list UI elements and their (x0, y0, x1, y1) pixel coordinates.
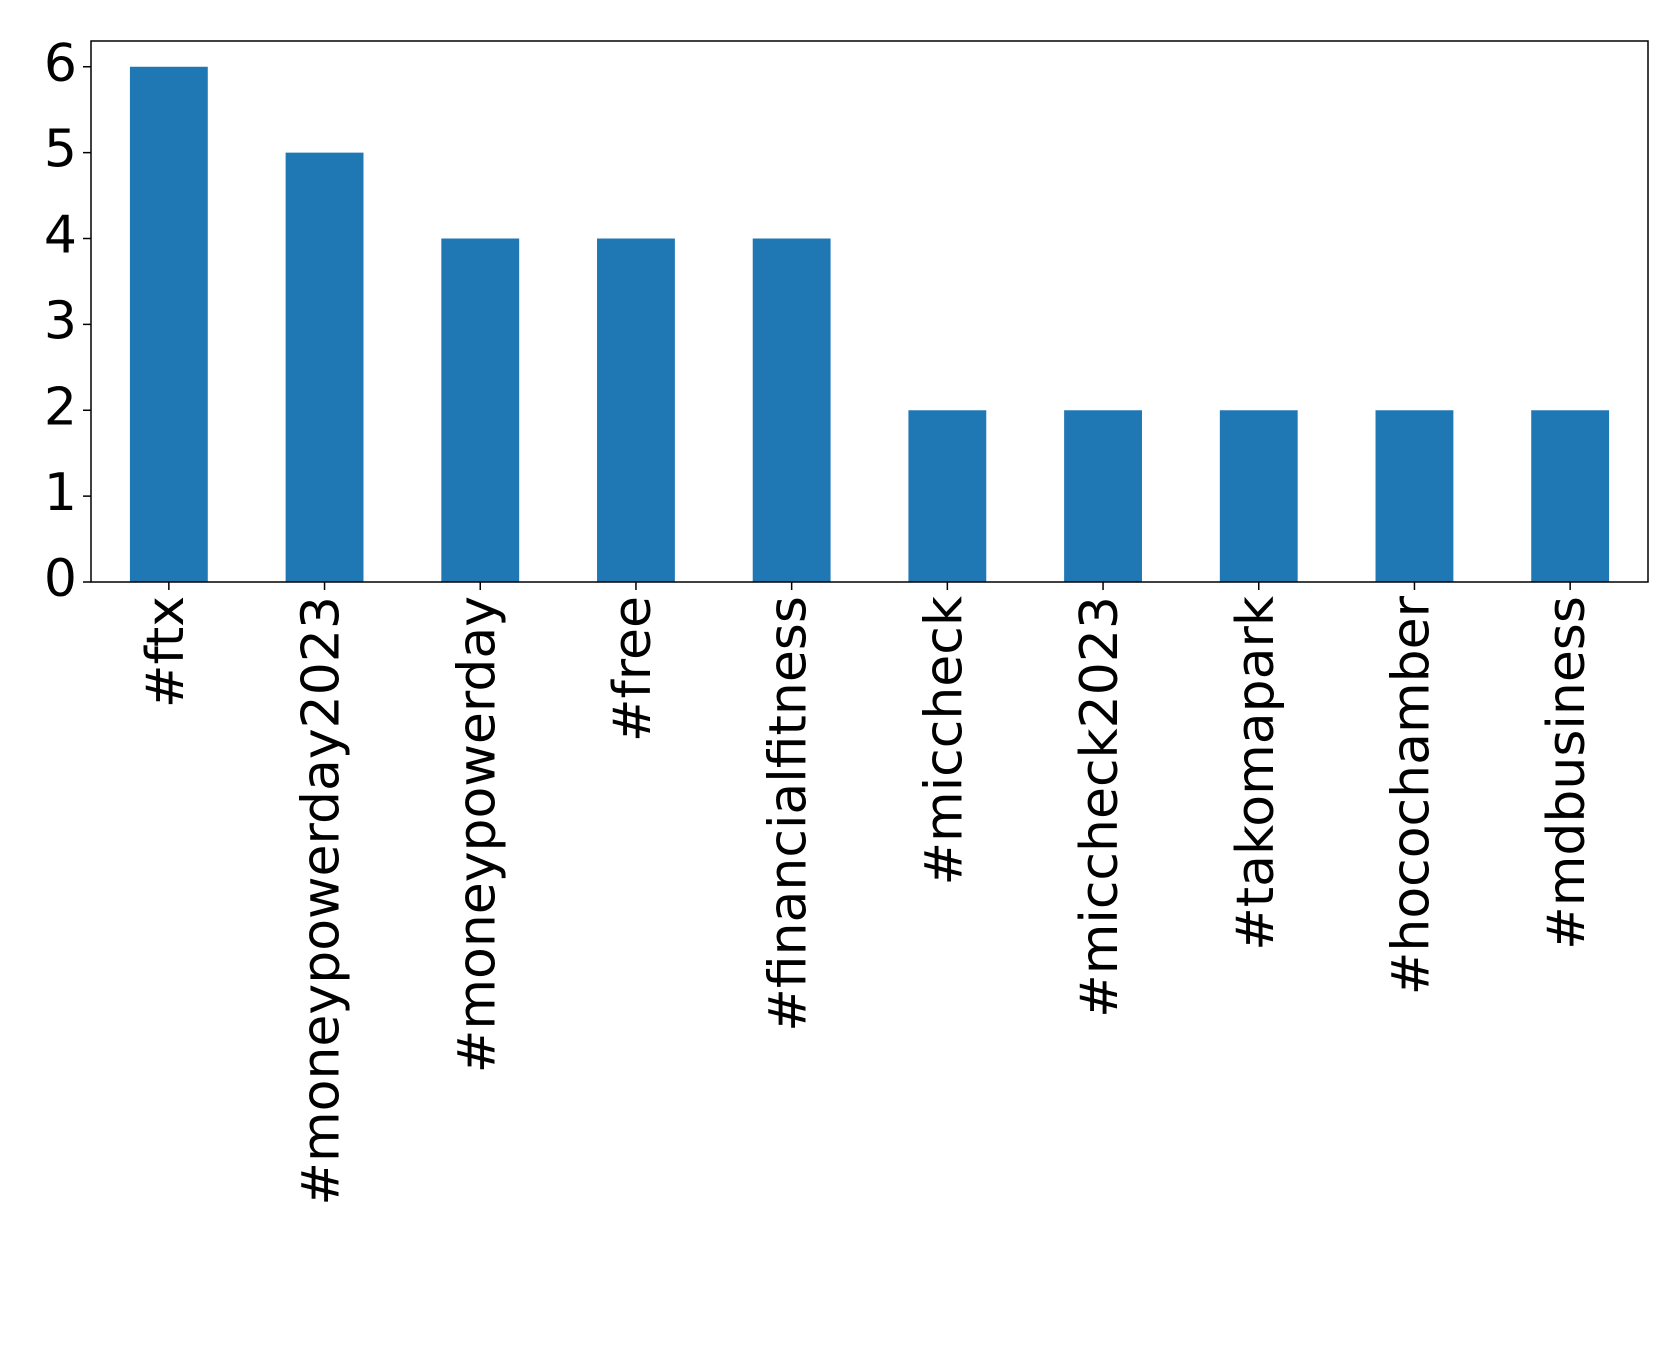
y-tick-label: 2 (44, 377, 77, 437)
bar (1064, 410, 1142, 582)
y-tick-label: 1 (44, 463, 77, 523)
bar (752, 238, 831, 582)
bar (597, 238, 675, 582)
x-tick-label: #moneypowerday2023 (292, 596, 352, 1206)
y-tick-label: 4 (44, 206, 77, 266)
bar (908, 410, 987, 582)
x-tick-label: #ftx (136, 596, 196, 708)
x-tick-label: #takomapark (1226, 596, 1286, 951)
x-tick-label: #free (603, 596, 663, 742)
x-tick-label: #hocochamber (1381, 595, 1441, 995)
x-tick-label: #moneypowerday (447, 596, 507, 1073)
bar (1531, 410, 1610, 582)
plot-frame (90, 40, 1649, 583)
bar (441, 238, 520, 582)
x-tick-label: #miccheck2023 (1070, 596, 1130, 1018)
bar (285, 152, 364, 582)
bar (1375, 410, 1454, 582)
x-tick-label: #miccheck (914, 596, 974, 886)
y-tick-label: 5 (44, 120, 77, 180)
bar (1219, 410, 1298, 582)
y-tick-label: 6 (44, 34, 77, 94)
y-tick-label: 3 (44, 291, 77, 351)
bar (129, 66, 208, 582)
y-tick-label: 0 (44, 549, 77, 609)
x-tick-label: #financialfitness (759, 596, 819, 1032)
x-tick-label: #mdbusiness (1537, 596, 1597, 950)
